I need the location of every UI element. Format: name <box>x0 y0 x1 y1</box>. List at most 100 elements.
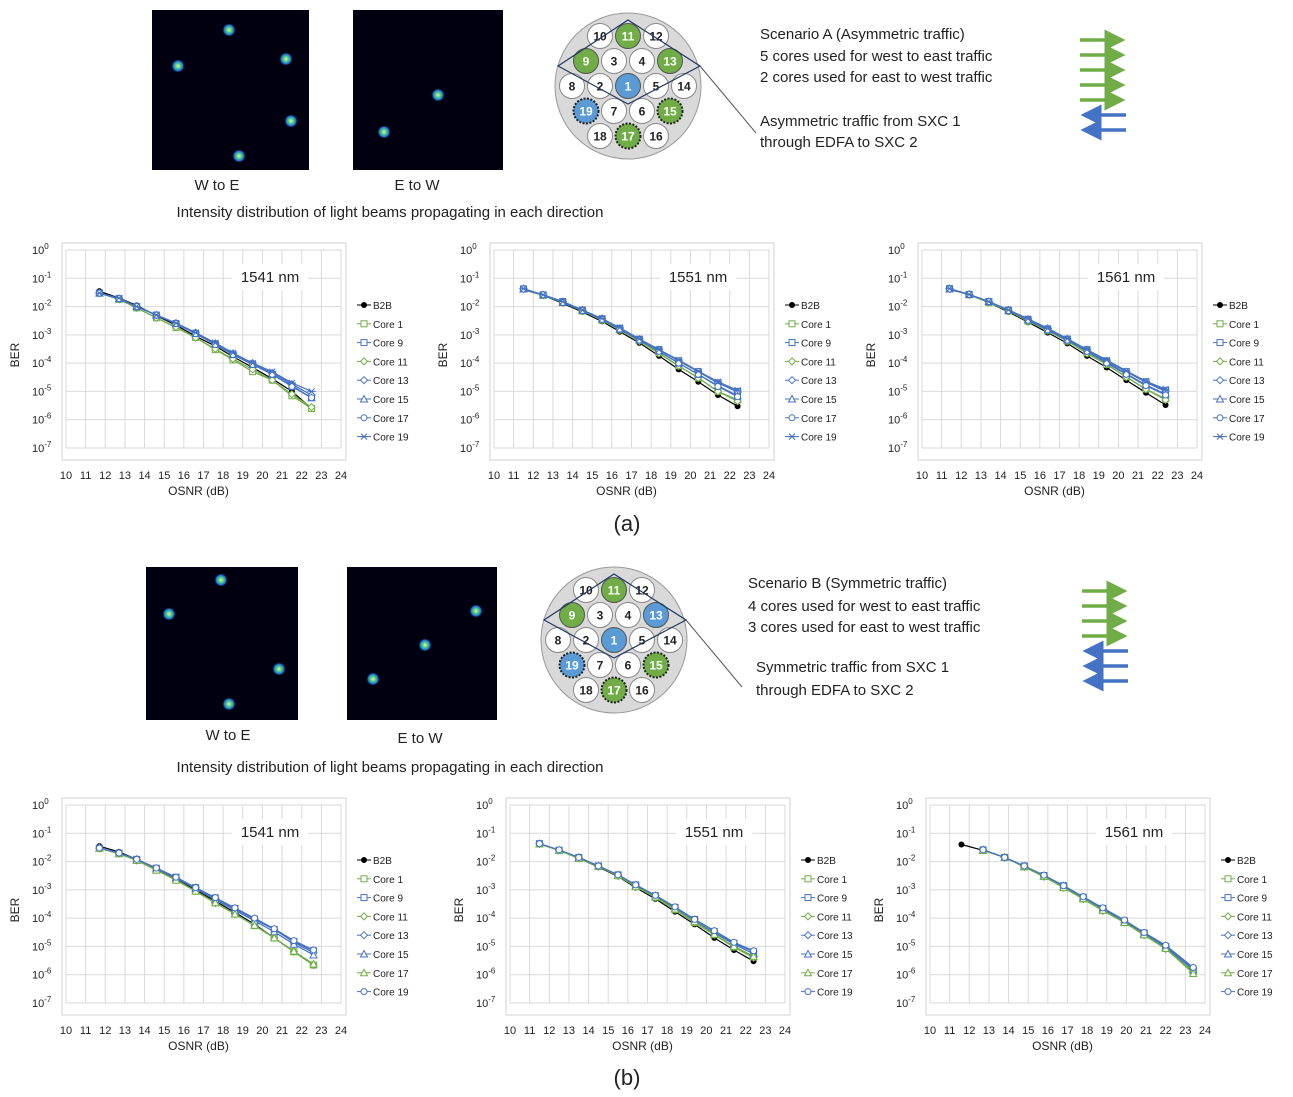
point <box>361 302 367 308</box>
y-tick-base: 10 <box>460 273 472 285</box>
series-line <box>99 292 312 399</box>
x-tick-label: 19 <box>1093 470 1105 482</box>
y-tick-base: 10 <box>896 885 908 897</box>
y-tick-label: 10-3 <box>896 882 916 897</box>
point <box>360 875 368 883</box>
point <box>575 853 583 861</box>
panel-label: (b) <box>614 1065 641 1090</box>
x-tick-label: 14 <box>566 470 578 482</box>
core-label: 7 <box>597 659 604 673</box>
point <box>787 357 797 366</box>
y-tick-base: 10 <box>888 330 900 342</box>
y-axis-label: BER <box>452 897 466 922</box>
core <box>629 48 655 74</box>
point <box>359 968 369 977</box>
point <box>1120 916 1128 924</box>
y-tick-base: 10 <box>888 302 900 314</box>
x-tick-label: 20 <box>700 1025 712 1037</box>
point <box>248 359 257 367</box>
y-tick-label: 10-5 <box>896 938 916 953</box>
legend-label: Core 9 <box>817 894 847 905</box>
point <box>95 844 103 852</box>
series-line <box>982 849 1194 970</box>
y-tick-label: 10-4 <box>476 910 496 925</box>
legend-label: B2B <box>801 301 820 312</box>
point <box>268 375 277 385</box>
y-tick-exponent: -5 <box>900 383 908 392</box>
y-tick-label: 100 <box>32 242 49 257</box>
y-tick-label: 10-6 <box>460 412 480 427</box>
y-tick-label: 10-6 <box>476 967 496 982</box>
y-tick-exponent: -1 <box>44 270 52 279</box>
y-tick-base: 10 <box>32 885 44 897</box>
y-tick-base: 10 <box>32 415 44 427</box>
wavelength-label: 1561 nm <box>1097 269 1155 286</box>
x-tick-label: 18 <box>661 1025 673 1037</box>
x-tick-label: 21 <box>720 1025 732 1037</box>
y-tick-exponent: 0 <box>900 242 905 251</box>
y-tick-label: 10-7 <box>32 440 52 455</box>
x-tick-label: 18 <box>645 470 657 482</box>
y-tick-exponent: 0 <box>488 797 493 806</box>
y-tick-label: 100 <box>32 797 49 812</box>
point <box>152 864 160 872</box>
x-tick-label: 17 <box>641 1025 653 1037</box>
image-caption: W to E <box>205 727 250 744</box>
y-tick-label: 10-4 <box>896 910 916 925</box>
core-label: 2 <box>583 634 590 648</box>
legend-label: Core 17 <box>373 414 409 425</box>
core-label: 7 <box>611 105 618 119</box>
point <box>132 303 141 310</box>
y-tick-exponent: -7 <box>44 995 52 1004</box>
core <box>601 577 627 603</box>
y-tick-label: 10-1 <box>460 270 480 285</box>
y-tick-exponent: -3 <box>472 327 480 336</box>
core <box>601 48 627 74</box>
arrows <box>1080 29 1128 692</box>
scenario-text: Scenario A (Asymmetric traffic) <box>760 26 965 43</box>
core-label: 3 <box>597 609 604 623</box>
x-tick-label: 23 <box>315 1025 327 1037</box>
legend-label: Core 17 <box>373 969 409 980</box>
y-tick-exponent: -6 <box>488 967 496 976</box>
point <box>231 904 239 912</box>
y-tick-exponent: -5 <box>908 938 916 947</box>
core <box>573 48 599 74</box>
core-label: 14 <box>677 80 691 94</box>
series-line <box>99 845 314 966</box>
legend-label: Core 19 <box>373 433 409 444</box>
point <box>788 414 796 422</box>
x-axis-label: OSNR (dB) <box>596 484 657 498</box>
core <box>601 98 627 124</box>
point <box>290 937 298 945</box>
y-tick-exponent: -7 <box>900 440 908 449</box>
x-tick-label: 17 <box>625 470 637 482</box>
y-tick-label: 10-2 <box>32 299 52 314</box>
legend-label: B2B <box>1229 301 1248 312</box>
series-line <box>99 847 314 966</box>
core-label: 9 <box>569 609 576 623</box>
x-tick-label: 23 <box>743 470 755 482</box>
legend-label: Core 13 <box>817 931 853 942</box>
series-line <box>99 847 314 952</box>
point <box>734 393 742 401</box>
y-axis-label: BER <box>436 342 450 367</box>
core-label: 17 <box>607 684 621 698</box>
legend-label: Core 19 <box>373 988 409 999</box>
x-tick-label: 24 <box>763 470 775 482</box>
core-label: 5 <box>653 80 660 94</box>
series-line <box>523 288 738 398</box>
x-tick-label: 21 <box>276 1025 288 1037</box>
y-tick-label: 10-7 <box>460 440 480 455</box>
core-label: 8 <box>569 80 576 94</box>
series-line <box>99 847 314 966</box>
point <box>804 875 812 883</box>
point <box>1083 346 1091 354</box>
core-label: 11 <box>622 30 635 44</box>
point <box>251 914 259 922</box>
x-tick-label: 18 <box>1073 470 1085 482</box>
y-tick-base: 10 <box>888 358 900 370</box>
point <box>211 894 219 902</box>
legend-label: Core 9 <box>1237 894 1267 905</box>
wavelength-box <box>1088 264 1164 290</box>
